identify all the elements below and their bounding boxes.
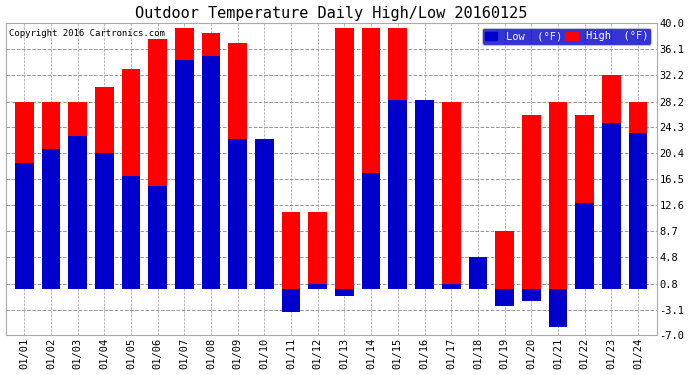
Bar xyxy=(201,33,220,289)
Bar xyxy=(41,149,60,289)
Bar xyxy=(95,153,114,289)
Bar xyxy=(549,289,567,327)
Bar xyxy=(415,99,434,289)
Title: Outdoor Temperature Daily High/Low 20160125: Outdoor Temperature Daily High/Low 20160… xyxy=(135,6,527,21)
Bar xyxy=(415,99,434,289)
Bar xyxy=(68,136,87,289)
Bar xyxy=(388,28,407,289)
Text: Copyright 2016 Cartronics.com: Copyright 2016 Cartronics.com xyxy=(9,29,165,38)
Bar xyxy=(575,202,594,289)
Bar xyxy=(629,133,647,289)
Bar xyxy=(121,69,140,289)
Bar xyxy=(255,140,274,289)
Bar xyxy=(308,213,327,289)
Bar xyxy=(602,123,620,289)
Bar xyxy=(68,102,87,289)
Bar xyxy=(175,60,194,289)
Bar xyxy=(442,284,460,289)
Bar xyxy=(362,28,380,289)
Bar xyxy=(442,102,460,289)
Bar xyxy=(522,289,540,301)
Bar xyxy=(148,39,167,289)
Bar xyxy=(629,102,647,289)
Bar xyxy=(495,289,514,306)
Bar xyxy=(335,289,354,296)
Bar xyxy=(469,257,487,289)
Bar xyxy=(495,231,514,289)
Bar xyxy=(282,289,300,312)
Bar xyxy=(41,102,60,289)
Bar xyxy=(201,56,220,289)
Legend: Low  (°F), High  (°F): Low (°F), High (°F) xyxy=(482,28,651,45)
Bar xyxy=(469,257,487,289)
Bar xyxy=(282,213,300,289)
Bar xyxy=(15,163,34,289)
Bar xyxy=(549,102,567,289)
Bar xyxy=(308,284,327,289)
Bar xyxy=(362,172,380,289)
Bar xyxy=(335,28,354,289)
Bar xyxy=(228,140,247,289)
Bar xyxy=(228,43,247,289)
Bar xyxy=(575,115,594,289)
Bar xyxy=(95,87,114,289)
Bar xyxy=(148,186,167,289)
Bar xyxy=(175,28,194,289)
Bar xyxy=(121,176,140,289)
Bar xyxy=(522,115,540,289)
Bar xyxy=(602,75,620,289)
Bar xyxy=(15,102,34,289)
Bar xyxy=(388,99,407,289)
Bar xyxy=(255,140,274,289)
